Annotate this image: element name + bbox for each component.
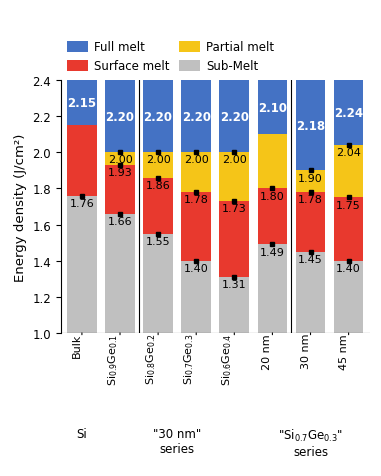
Text: 2.20: 2.20 [106, 110, 134, 123]
Bar [334, 81, 363, 146]
Text: 20 nm: 20 nm [263, 333, 272, 369]
Text: 1.55: 1.55 [146, 236, 170, 246]
Text: 2.00: 2.00 [108, 155, 132, 165]
Text: 2.10: 2.10 [258, 101, 287, 114]
Bar [181, 153, 211, 193]
Bar [219, 81, 249, 153]
Legend: Full melt, Surface melt, Partial melt, Sub-Melt: Full melt, Surface melt, Partial melt, S… [67, 41, 274, 73]
Bar [258, 135, 287, 189]
Text: 1.45: 1.45 [298, 254, 323, 264]
Bar [296, 81, 325, 171]
Y-axis label: Energy density (J/cm²): Energy density (J/cm²) [14, 133, 27, 281]
Text: 1.90: 1.90 [298, 173, 323, 183]
Text: 1.40: 1.40 [184, 263, 208, 273]
Bar [258, 81, 287, 135]
Text: Si$_{0.7}$Ge$_{0.3}$: Si$_{0.7}$Ge$_{0.3}$ [182, 333, 196, 385]
Bar [143, 234, 173, 333]
Text: Si$_{0.9}$Ge$_{0.1}$: Si$_{0.9}$Ge$_{0.1}$ [106, 333, 120, 385]
Text: 2.20: 2.20 [144, 110, 173, 123]
Bar [334, 198, 363, 261]
Text: 1.93: 1.93 [108, 168, 132, 178]
Bar [67, 126, 97, 196]
Bar [105, 166, 135, 214]
Text: 1.78: 1.78 [184, 195, 209, 205]
Text: 2.18: 2.18 [296, 119, 325, 132]
Bar [296, 171, 325, 193]
Text: 2.00: 2.00 [146, 155, 170, 165]
Bar [219, 202, 249, 278]
Bar [334, 146, 363, 198]
Bar [296, 193, 325, 252]
Text: 2.20: 2.20 [182, 110, 211, 123]
Text: 1.49: 1.49 [260, 247, 285, 257]
Text: 1.76: 1.76 [70, 198, 94, 208]
Text: Si$_{0.8}$Ge$_{0.2}$: Si$_{0.8}$Ge$_{0.2}$ [144, 333, 158, 385]
Text: 1.66: 1.66 [108, 217, 132, 227]
Text: 1.86: 1.86 [146, 180, 170, 190]
Bar [258, 189, 287, 245]
Bar [258, 245, 287, 333]
Text: 1.31: 1.31 [222, 279, 247, 289]
Bar [181, 261, 211, 333]
Text: 2.15: 2.15 [67, 97, 96, 110]
Text: 1.78: 1.78 [298, 195, 323, 205]
Text: Bulk: Bulk [72, 333, 82, 357]
Bar [143, 178, 173, 234]
Bar [105, 153, 135, 166]
Bar [143, 153, 173, 178]
Text: 2.00: 2.00 [222, 155, 247, 165]
Bar [181, 81, 211, 153]
Bar [219, 278, 249, 333]
Text: 45 nm: 45 nm [339, 333, 349, 369]
Bar [219, 153, 249, 202]
Text: 1.40: 1.40 [336, 263, 361, 273]
Bar [334, 261, 363, 333]
Text: 2.24: 2.24 [334, 107, 363, 120]
Bar [67, 81, 97, 126]
Bar [67, 196, 97, 333]
Bar [296, 252, 325, 333]
Text: 2.00: 2.00 [184, 155, 208, 165]
Text: Si: Si [77, 427, 87, 440]
Text: 30 nm: 30 nm [301, 333, 311, 368]
Text: 1.80: 1.80 [260, 191, 285, 201]
Text: Si$_{0.6}$Ge$_{0.4}$: Si$_{0.6}$Ge$_{0.4}$ [221, 333, 234, 386]
Bar [105, 214, 135, 333]
Bar [143, 81, 173, 153]
Text: 2.20: 2.20 [220, 110, 249, 123]
Text: 1.73: 1.73 [222, 204, 247, 214]
Text: "30 nm"
series: "30 nm" series [153, 427, 201, 456]
Text: 1.75: 1.75 [336, 200, 361, 210]
Text: 2.04: 2.04 [336, 148, 361, 158]
Text: "Si$_{0.7}$Ge$_{0.3}$"
series: "Si$_{0.7}$Ge$_{0.3}$" series [278, 427, 343, 458]
Bar [181, 193, 211, 261]
Bar [105, 81, 135, 153]
